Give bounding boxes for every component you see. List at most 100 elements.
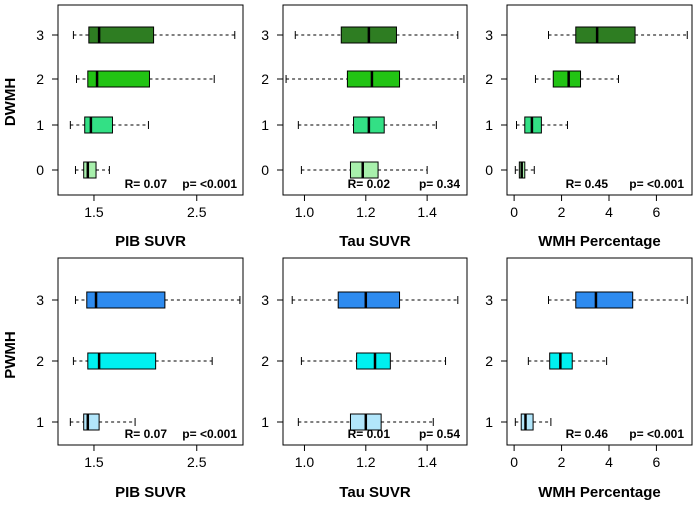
y-tick-label: 1 — [485, 117, 493, 133]
x-tick-label: 1.0 — [295, 454, 315, 470]
panel-2: 0 1 2 3 1.0 1.2 1.4 Tau SUVR p= 0.34 R= 0.02 — [261, 4, 468, 250]
box-category-0 — [74, 161, 110, 179]
r-value-label: R= 0.46 — [566, 427, 609, 441]
y-tick-label: 3 — [485, 27, 493, 43]
box-category-3 — [294, 26, 459, 44]
iqr-box — [349, 161, 379, 179]
x-axis-title: WMH Percentage — [538, 484, 661, 501]
p-value-label: p= <0.001 — [629, 427, 684, 441]
box-category-1 — [297, 116, 437, 134]
r-value-label: R= 0.02 — [348, 177, 391, 191]
x-axis-title: PIB SUVR — [115, 233, 186, 250]
y-tick-label: 0 — [261, 162, 269, 178]
box-category-3 — [72, 26, 236, 44]
x-tick-label: 2 — [558, 204, 566, 220]
iqr-box — [86, 291, 166, 309]
x-tick-label: 2 — [558, 454, 566, 470]
r-value-label: R= 0.45 — [566, 177, 609, 191]
box-category-3 — [548, 291, 688, 309]
y-tick-label: 2 — [485, 71, 493, 87]
x-tick-label: 1.2 — [356, 454, 376, 470]
panel-3: 0 1 2 3 0 2 4 6 WMH Percentage p= <0.001 R= 0.45 — [485, 4, 693, 250]
x-tick-label: 1.4 — [417, 454, 437, 470]
box-category-1 — [69, 116, 149, 134]
x-axis-title: PIB SUVR — [115, 484, 186, 501]
x-tick-label: 1.0 — [295, 204, 315, 220]
x-axis-title: Tau SUVR — [339, 484, 411, 501]
plot-frame — [57, 4, 244, 196]
y-tick-label: 1 — [36, 414, 44, 430]
box-category-2 — [76, 70, 215, 88]
p-value-label: p= <0.001 — [629, 177, 684, 191]
box-category-2 — [285, 70, 465, 88]
row-title-pwmh: PWMH — [2, 331, 19, 379]
box-category-1 — [69, 413, 136, 431]
iqr-box — [356, 352, 391, 370]
panel-6: 1 2 3 0 2 4 6 WMH Percentage p= <0.001 R= 0.46 — [485, 257, 693, 501]
x-tick-label: 1.5 — [84, 454, 104, 470]
x-tick-label: 2.5 — [187, 454, 207, 470]
y-tick-label: 0 — [36, 162, 44, 178]
y-tick-label: 0 — [485, 162, 493, 178]
p-value-label: p= <0.001 — [182, 177, 237, 191]
y-tick-label: 1 — [261, 117, 269, 133]
iqr-box — [88, 26, 155, 44]
y-tick-label: 2 — [36, 71, 44, 87]
y-tick-label: 2 — [36, 353, 44, 369]
p-value-label: p= 0.34 — [419, 177, 460, 191]
y-tick-label: 1 — [261, 414, 269, 430]
iqr-box — [552, 70, 582, 88]
y-tick-label: 3 — [36, 27, 44, 43]
x-tick-label: 6 — [653, 204, 661, 220]
iqr-box — [84, 116, 113, 134]
y-tick-label: 3 — [261, 27, 269, 43]
box-category-3 — [548, 26, 688, 44]
y-tick-label: 3 — [36, 292, 44, 308]
y-tick-label: 1 — [36, 117, 44, 133]
plot-frame — [57, 257, 244, 446]
p-value-label: p= <0.001 — [182, 427, 237, 441]
p-value-label: p= 0.54 — [419, 427, 460, 441]
box-category-1 — [514, 413, 552, 431]
box-category-2 — [534, 70, 619, 88]
box-category-0 — [514, 161, 535, 179]
iqr-box — [83, 161, 97, 179]
iqr-box — [520, 413, 534, 431]
iqr-box — [346, 70, 401, 88]
y-tick-label: 3 — [485, 292, 493, 308]
row-title-dwmh: DWMH — [2, 78, 19, 126]
x-tick-label: 1.4 — [417, 204, 437, 220]
box-category-0 — [300, 161, 428, 179]
box-category-1 — [515, 116, 568, 134]
box-category-2 — [527, 352, 608, 370]
x-tick-label: 1.5 — [84, 204, 104, 220]
iqr-box — [575, 291, 634, 309]
y-tick-label: 2 — [485, 353, 493, 369]
x-tick-label: 0 — [510, 454, 518, 470]
box-category-2 — [300, 352, 447, 370]
x-axis-title: WMH Percentage — [538, 233, 661, 250]
iqr-box — [83, 413, 100, 431]
y-tick-label: 3 — [261, 292, 269, 308]
iqr-box — [337, 291, 401, 309]
panel-5: 1 2 3 1.0 1.2 1.4 Tau SUVR p= 0.54 R= 0.01 — [261, 257, 468, 501]
plot-frame — [506, 257, 693, 446]
box-category-1 — [297, 413, 434, 431]
y-tick-label: 2 — [261, 71, 269, 87]
r-value-label: R= 0.07 — [125, 177, 168, 191]
iqr-box — [87, 352, 157, 370]
x-tick-label: 4 — [605, 204, 613, 220]
plot-frame — [282, 257, 468, 446]
iqr-box — [575, 26, 636, 44]
x-tick-label: 0 — [510, 204, 518, 220]
plot-frame — [282, 4, 468, 196]
r-value-label: R= 0.07 — [125, 427, 168, 441]
box-category-3 — [74, 291, 241, 309]
x-tick-label: 6 — [653, 454, 661, 470]
x-tick-label: 2.5 — [187, 204, 207, 220]
box-category-3 — [291, 291, 459, 309]
y-tick-label: 2 — [261, 353, 269, 369]
